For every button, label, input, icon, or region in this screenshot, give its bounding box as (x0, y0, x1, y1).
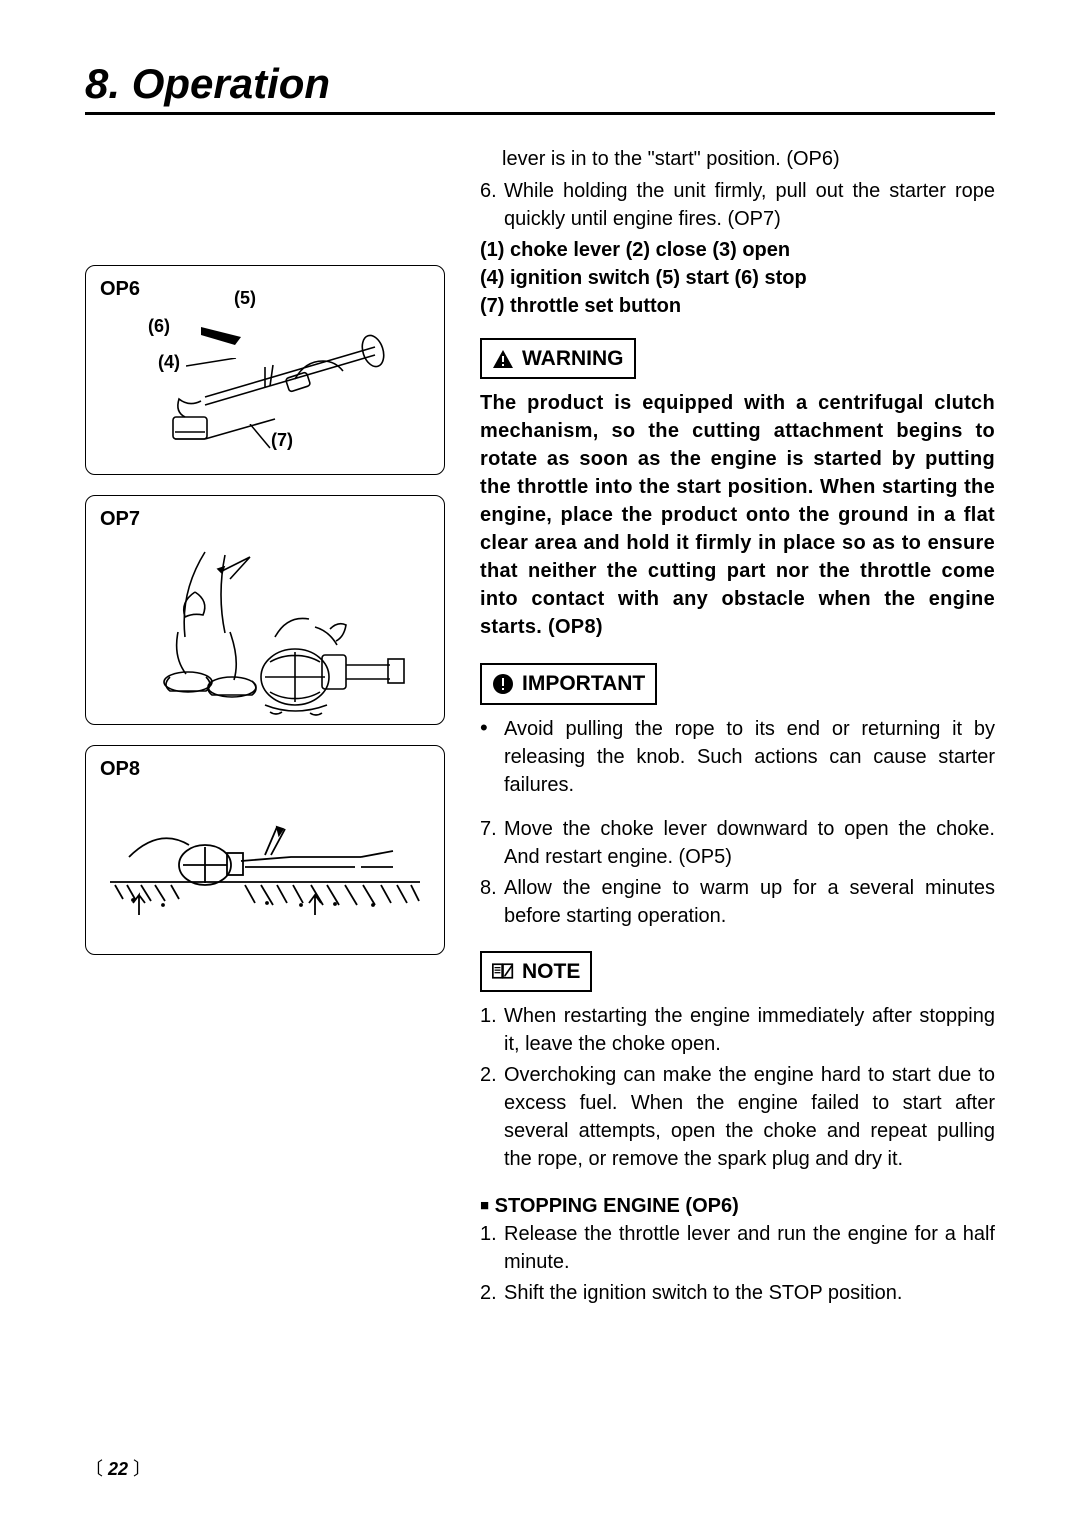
important-icon (492, 673, 514, 695)
intro-continuation: lever is in to the "start" position. (OP… (480, 145, 995, 173)
callout-5: (5) (234, 288, 256, 309)
note-box: NOTE (480, 951, 592, 992)
step-7-text: Move the choke lever downward to open th… (504, 815, 995, 871)
stopping-item-2: 2. Shift the ignition switch to the STOP… (480, 1279, 995, 1307)
figure-op8-label: OP8 (100, 758, 430, 781)
legend-line-1: (1) choke lever (2) close (3) open (480, 236, 995, 264)
legend-line-3: (7) throttle set button (480, 292, 995, 320)
note-item-2: 2. Overchoking can make the engine hard … (480, 1061, 995, 1173)
stopping-heading-text: STOPPING ENGINE (OP6) (495, 1195, 739, 1217)
step-6-text: While holding the unit firmly, pull out … (504, 177, 995, 233)
warning-label: WARNING (522, 344, 624, 373)
callout-7-leader (246, 424, 286, 454)
step-8-text: Allow the engine to warm up for a severa… (504, 874, 995, 930)
warning-icon (492, 348, 514, 370)
note-icon (492, 960, 514, 982)
important-bullet-1-text: Avoid pulling the rope to its end or ret… (504, 715, 995, 799)
stopping-item-1: 1. Release the throttle lever and run th… (480, 1220, 995, 1276)
step-7: 7. Move the choke lever downward to open… (480, 815, 995, 871)
figure-op6-label: OP6 (100, 278, 430, 301)
figure-op7: OP7 (85, 495, 445, 725)
note-item-2-text: Overchoking can make the engine hard to … (504, 1061, 995, 1173)
note-label: NOTE (522, 957, 580, 986)
important-bullet-1: • Avoid pulling the rope to its end or r… (480, 715, 995, 799)
stopping-heading: ■ STOPPING ENGINE (OP6) (480, 1192, 995, 1220)
important-label: IMPORTANT (522, 669, 645, 698)
step-6: 6. While holding the unit firmly, pull o… (480, 177, 995, 233)
text-column: lever is in to the "start" position. (OP… (480, 145, 995, 1310)
legend-line-2: (4) ignition switch (5) start (6) stop (480, 264, 995, 292)
page-number-value: 22 (108, 1459, 128, 1479)
op8-drawing (105, 787, 425, 947)
warning-box: WARNING (480, 338, 636, 379)
step-8: 8. Allow the engine to warm up for a sev… (480, 874, 995, 930)
warning-text: The product is equipped with a centrifug… (480, 389, 995, 641)
figure-op6: OP6 (5) (6) (4) (7) (85, 265, 445, 475)
important-box: IMPORTANT (480, 663, 657, 704)
stopping-item-2-text: Shift the ignition switch to the STOP po… (504, 1279, 995, 1307)
note-item-1: 1. When restarting the engine immediatel… (480, 1002, 995, 1058)
callout-4-leader (186, 358, 246, 374)
page-number: 〔 22 〕 (85, 1455, 151, 1481)
note-item-1-text: When restarting the engine immediately a… (504, 1002, 995, 1058)
figure-op7-label: OP7 (100, 508, 430, 531)
op7-drawing (110, 537, 420, 722)
stopping-item-1-text: Release the throttle lever and run the e… (504, 1220, 995, 1276)
callout-4: (4) (158, 352, 180, 373)
callout-6: (6) (148, 316, 170, 337)
figure-op8: OP8 (85, 745, 445, 955)
section-title: 8. Operation (85, 60, 995, 115)
figures-column: OP6 (5) (6) (4) (7) (85, 145, 445, 1310)
